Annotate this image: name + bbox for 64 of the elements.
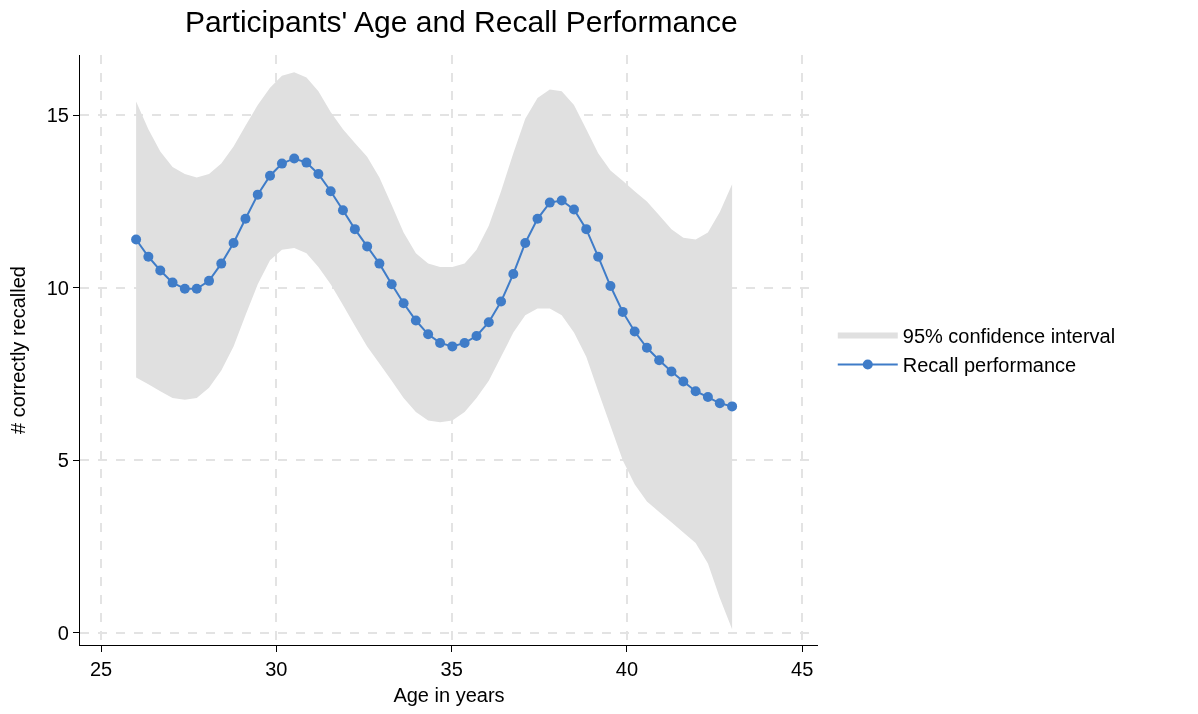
y-tick-label: 5	[57, 449, 69, 472]
x-tick-label: 35	[440, 658, 463, 681]
point	[459, 337, 470, 348]
point	[508, 268, 519, 279]
point	[568, 204, 579, 215]
point	[349, 224, 360, 235]
point	[179, 283, 190, 294]
point	[605, 281, 616, 292]
y-tick-label: 10	[46, 276, 69, 299]
point	[374, 258, 385, 269]
point	[678, 376, 689, 387]
point	[216, 258, 227, 269]
point	[556, 195, 567, 206]
x-axis-title: Age in years	[393, 683, 505, 706]
point	[167, 277, 178, 288]
point	[313, 168, 324, 179]
point	[702, 392, 713, 403]
x-tick-label: 45	[791, 658, 814, 681]
point	[447, 341, 458, 352]
point	[276, 158, 287, 169]
point	[435, 337, 446, 348]
point	[641, 342, 652, 353]
point	[410, 315, 421, 326]
point	[386, 279, 397, 290]
point	[240, 213, 251, 224]
point	[714, 398, 725, 409]
point	[727, 401, 738, 412]
x-tick-label: 25	[89, 658, 113, 681]
point	[301, 157, 312, 168]
point	[131, 234, 142, 245]
point	[690, 386, 701, 397]
point	[337, 205, 348, 216]
y-tick-label: 15	[46, 104, 69, 127]
point	[581, 224, 592, 235]
point	[204, 275, 215, 286]
x-tick-label: 40	[615, 658, 639, 681]
point	[289, 153, 300, 164]
point	[471, 331, 482, 342]
point	[155, 265, 166, 276]
point	[654, 355, 665, 366]
point	[617, 306, 628, 317]
y-tick-label: 0	[57, 621, 69, 644]
y-axis-title: # correctly recalled	[7, 266, 30, 434]
point	[265, 170, 276, 181]
point	[520, 237, 531, 248]
point	[325, 186, 336, 197]
point	[593, 251, 604, 262]
point	[143, 251, 154, 262]
point	[483, 317, 494, 328]
point	[423, 329, 434, 340]
chart-title: Participants' Age and Recall Performance	[184, 4, 738, 38]
point	[191, 283, 202, 294]
point	[544, 197, 555, 208]
point	[398, 298, 409, 309]
point	[629, 326, 640, 337]
x-tick-label: 30	[265, 658, 288, 681]
point	[252, 189, 263, 200]
point	[532, 213, 543, 224]
point	[666, 366, 677, 377]
legend-label: 95% confidence interval	[902, 325, 1116, 348]
point	[496, 296, 507, 307]
legend-label: Recall performance	[902, 354, 1077, 377]
point	[362, 241, 373, 252]
point	[228, 237, 239, 248]
